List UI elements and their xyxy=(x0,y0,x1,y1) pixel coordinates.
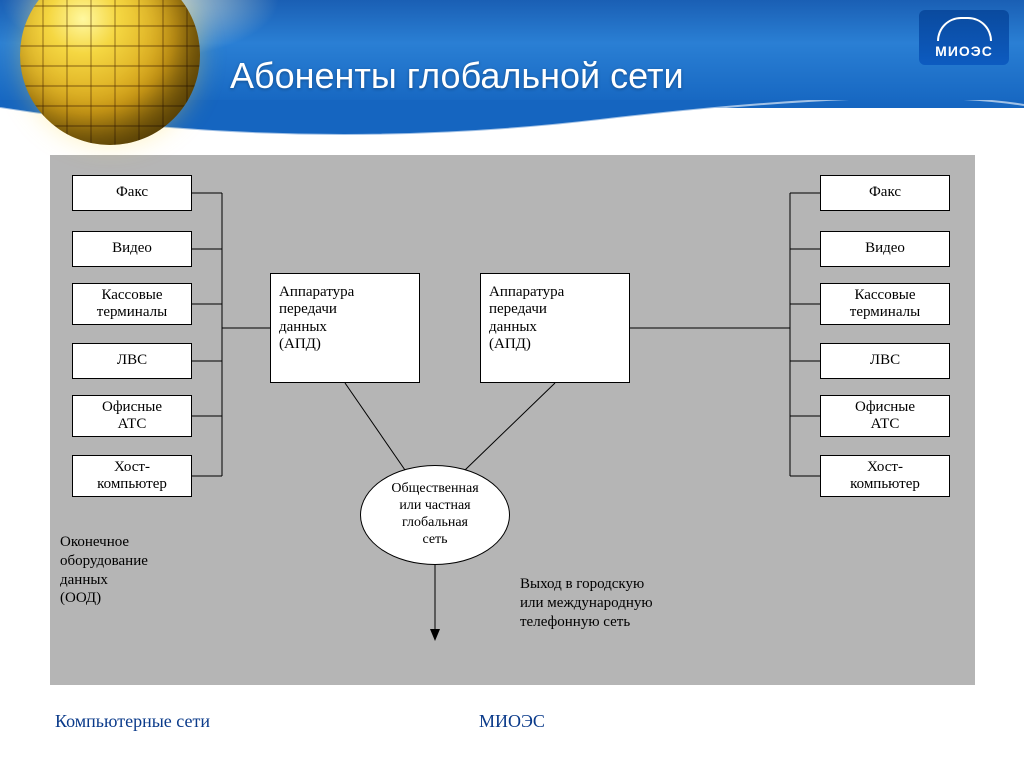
footer-center-text: МИОЭС xyxy=(0,711,1024,732)
slide-header: Абоненты глобальной сети МИОЭС xyxy=(0,0,1024,108)
left-node-host: Хост- компьютер xyxy=(72,455,192,497)
caption-terminal-equipment: Оконечное оборудование данных (ООД) xyxy=(60,533,148,608)
right-node-host: Хост- компьютер xyxy=(820,455,950,497)
right-node-fax: Факс xyxy=(820,175,950,211)
right-node-pos: Кассовые терминалы xyxy=(820,283,950,325)
right-node-lan: ЛВС xyxy=(820,343,950,379)
global-network-ellipse: Общественная или частная глобальная сеть xyxy=(360,465,510,565)
left-node-pbx: Офисные АТС xyxy=(72,395,192,437)
left-node-fax: Факс xyxy=(72,175,192,211)
caption-exit-network: Выход в городскую или международную теле… xyxy=(520,575,653,631)
logo-arc-icon xyxy=(937,17,992,41)
right-node-video: Видео xyxy=(820,231,950,267)
slide-title: Абоненты глобальной сети xyxy=(230,55,684,97)
left-node-video: Видео xyxy=(72,231,192,267)
apd-left-box: Аппаратура передачи данных (АПД) xyxy=(270,273,420,383)
logo-badge: МИОЭС xyxy=(919,10,1009,65)
left-node-lan: ЛВС xyxy=(72,343,192,379)
logo-text: МИОЭС xyxy=(935,43,993,59)
diagram-canvas: Факс Видео Кассовые терминалы ЛВС Офисны… xyxy=(50,155,975,685)
left-node-pos: Кассовые терминалы xyxy=(72,283,192,325)
apd-right-box: Аппаратура передачи данных (АПД) xyxy=(480,273,630,383)
right-node-pbx: Офисные АТС xyxy=(820,395,950,437)
